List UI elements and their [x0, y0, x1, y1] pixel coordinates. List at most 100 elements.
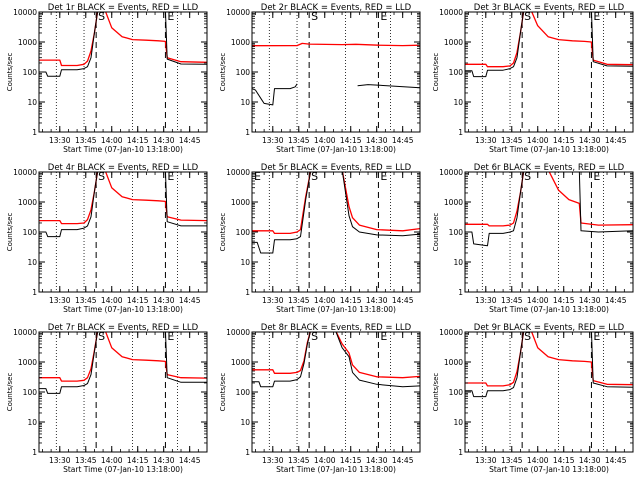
- x-axis-label: Start Time (07-Jan-10 13:18:00): [63, 145, 183, 154]
- y-tick-label: 10: [453, 258, 463, 267]
- series-line-events: [39, 172, 207, 238]
- series-line-lld: [465, 12, 633, 68]
- y-tick-label: 1000: [231, 198, 250, 207]
- y-tick-label: 10000: [439, 168, 463, 177]
- marker-label-s: S: [524, 330, 531, 343]
- x-tick-label: 14:15: [127, 296, 149, 305]
- marker-label-s: S: [311, 330, 318, 343]
- x-tick-label: 14:15: [127, 456, 149, 465]
- plot-frame: [464, 331, 634, 453]
- x-tick-label: 14:00: [527, 296, 549, 305]
- marker-label-e: E: [167, 170, 174, 183]
- plot-frame: [464, 11, 634, 133]
- y-tick-label: 10000: [439, 328, 463, 337]
- x-tick-label: 14:45: [179, 296, 201, 305]
- x-axis-label: Start Time (07-Jan-10 13:18:00): [63, 465, 183, 474]
- y-tick-label: 1000: [444, 198, 463, 207]
- y-axis-label: Counts/sec: [6, 373, 14, 412]
- y-tick-label: 100: [449, 228, 464, 237]
- y-tick-label: 10: [240, 258, 250, 267]
- y-tick-label: 100: [23, 388, 38, 397]
- x-tick-label: 14:30: [579, 456, 601, 465]
- x-tick-label: 14:15: [127, 136, 149, 145]
- x-tick-label: 14:45: [179, 136, 201, 145]
- x-tick-label: 13:45: [288, 456, 310, 465]
- series-group: [252, 42, 420, 106]
- panel-title: Det 6r BLACK = Events, RED = LLD: [474, 163, 625, 173]
- y-tick-label: 1: [32, 448, 37, 457]
- x-tick-label: 14:00: [527, 136, 549, 145]
- marker-label-e: E: [380, 330, 387, 343]
- series-line-events: [465, 12, 633, 78]
- series-line-events: [252, 332, 420, 388]
- x-tick-label: 14:30: [366, 136, 388, 145]
- marker-label-s: S: [311, 10, 318, 23]
- x-tick-label: 14:45: [179, 456, 201, 465]
- y-axis-label: Counts/sec: [219, 373, 227, 412]
- panel-det-6: S E 1 10 100 1000 10000 13:30 13:45 14:00 14:15 14:…: [432, 163, 634, 314]
- panel-det-1: S E 1 10 100 1000 10000 13:30 13:45 14:00 14:15 14:…: [6, 3, 208, 154]
- series-line-lld: [465, 172, 633, 227]
- panel-title: Det 1r BLACK = Events, RED = LLD: [48, 3, 199, 13]
- y-tick-label: 1: [458, 448, 463, 457]
- y-tick-label: 1000: [444, 38, 463, 47]
- x-tick-label: 13:30: [49, 456, 71, 465]
- series-line-events: [465, 172, 633, 247]
- y-axis-label: Counts/sec: [432, 213, 440, 252]
- x-tick-label: 13:30: [49, 296, 71, 305]
- x-tick-label: 14:30: [366, 296, 388, 305]
- panel-det-7: S E 1 10 100 1000 10000 13:30 13:45 14:00 14:15 14:…: [6, 323, 208, 474]
- y-tick-label: 100: [236, 388, 251, 397]
- plot-frame: [38, 331, 208, 453]
- x-tick-label: 14:00: [527, 456, 549, 465]
- x-tick-label: 14:15: [553, 456, 575, 465]
- y-tick-label: 10000: [226, 328, 250, 337]
- x-tick-label: 14:00: [101, 296, 123, 305]
- plot-frame: [251, 331, 421, 453]
- x-tick-label: 14:00: [314, 456, 336, 465]
- panel-title: Det 5r BLACK = Events, RED = LLD: [261, 163, 412, 173]
- series-group: [39, 12, 207, 77]
- y-tick-label: 1: [245, 448, 250, 457]
- series-line-events: [39, 332, 207, 394]
- y-tick-label: 10: [453, 418, 463, 427]
- marker-label-s: S: [524, 170, 531, 183]
- x-tick-label: 14:15: [340, 296, 362, 305]
- y-axis-label: Counts/sec: [219, 213, 227, 252]
- series-group: [465, 12, 633, 78]
- panel-title: Det 7r BLACK = Events, RED = LLD: [48, 323, 199, 333]
- plot-frame: [251, 11, 421, 133]
- x-tick-label: 14:30: [153, 456, 175, 465]
- x-tick-label: 14:30: [579, 136, 601, 145]
- series-group: [39, 332, 207, 394]
- marker-label-e: E: [380, 10, 387, 23]
- x-axis-label: Start Time (07-Jan-10 13:18:00): [489, 465, 609, 474]
- x-axis-label: Start Time (07-Jan-10 13:18:00): [276, 305, 396, 314]
- marker-label-e: E: [167, 330, 174, 343]
- marker-label-s: S: [524, 10, 531, 23]
- x-tick-label: 14:45: [605, 456, 627, 465]
- series-line-lld: [39, 12, 207, 67]
- x-tick-label: 14:30: [153, 296, 175, 305]
- x-tick-label: 13:30: [475, 456, 497, 465]
- y-tick-label: 100: [23, 68, 38, 77]
- y-tick-label: 10000: [13, 8, 37, 17]
- series-group: [465, 172, 633, 247]
- series-line-lld: [252, 332, 420, 379]
- panel-det-5: E S E 1 10 100 1000 10000 13:30 13:45 14:00 14:15 14…: [219, 163, 421, 314]
- panel-title: Det 2r BLACK = Events, RED = LLD: [261, 3, 412, 13]
- x-tick-label: 13:30: [262, 296, 284, 305]
- x-tick-label: 13:45: [288, 136, 310, 145]
- plot-frame: [251, 171, 421, 293]
- y-axis-label: Counts/sec: [219, 53, 227, 92]
- x-axis-label: Start Time (07-Jan-10 13:18:00): [63, 305, 183, 314]
- x-tick-label: 14:45: [392, 296, 414, 305]
- y-tick-label: 10000: [226, 168, 250, 177]
- plot-frame: [38, 171, 208, 293]
- y-tick-label: 10: [27, 418, 37, 427]
- x-tick-label: 13:45: [75, 136, 97, 145]
- y-tick-label: 1000: [444, 358, 463, 367]
- x-tick-label: 13:45: [75, 456, 97, 465]
- marker-label-e: E: [593, 170, 600, 183]
